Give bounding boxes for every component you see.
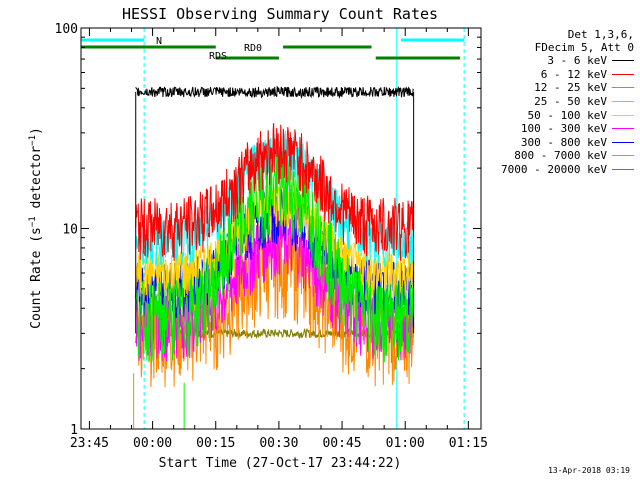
- y-tick-label-0: 100: [55, 22, 78, 37]
- chart-title: HESSI Observing Summary Count Rates: [122, 5, 438, 23]
- annotation-rd0: RD0: [244, 43, 262, 54]
- x-tick-label-3: 00:30: [259, 436, 298, 451]
- annotation-n: N: [156, 36, 162, 47]
- series-4: [135, 177, 415, 304]
- y-tick-label-1: 10: [62, 223, 78, 238]
- legend-label: 50 - 100 keV: [527, 108, 607, 122]
- x-tick-label-1: 00:00: [133, 436, 172, 451]
- legend-item: 7000 - 20000 keV: [484, 163, 634, 177]
- x-axis: 23:45 00:00 00:15 00:30 00:45 01:00 01:15: [70, 28, 488, 451]
- legend-label: 3 - 6 keV: [547, 54, 607, 68]
- legend-label: 800 - 7000 keV: [514, 149, 607, 163]
- legend-item: 800 - 7000 keV: [484, 149, 634, 163]
- legend-swatch: [612, 73, 634, 75]
- x-axis-label: Start Time (27-Oct-17 23:44:22): [159, 456, 402, 471]
- y-axis-label-sup1: −1: [28, 216, 38, 227]
- plot-area: [80, 28, 465, 429]
- legend-swatch: [612, 60, 634, 62]
- legend-label: 12 - 25 keV: [534, 81, 607, 95]
- legend-item: 100 - 300 keV: [484, 122, 634, 136]
- legend-swatch: [612, 141, 634, 143]
- legend-swatch: [612, 114, 634, 116]
- y-tick-label-2: 1: [70, 423, 78, 438]
- series-1: [135, 122, 415, 261]
- legend-label: 25 - 50 keV: [534, 95, 607, 109]
- annotation-rds: RDS: [209, 51, 227, 62]
- legend-label: 6 - 12 keV: [540, 67, 607, 81]
- legend-swatch: [612, 128, 634, 130]
- y-axis: 100 10 1: [55, 22, 481, 438]
- legend-label: 7000 - 20000 keV: [501, 163, 607, 177]
- series-line-0: [135, 85, 414, 100]
- legend-label: 300 - 800 keV: [520, 135, 607, 149]
- y-axis-label: Count Rate (s−1 detector−1): [28, 127, 44, 329]
- series-line-5: [135, 210, 415, 362]
- x-tick-label-4: 00:45: [322, 436, 361, 451]
- legend-swatch: [612, 87, 634, 89]
- legend-header-2: FDecim 5, Att 0: [534, 41, 634, 54]
- y-axis-label-sup2: −1: [28, 135, 38, 146]
- legend-item: 12 - 25 keV: [484, 81, 634, 95]
- legend: Det 1,3,6, FDecim 5, Att 0 3 - 6 keV 6 - …: [484, 28, 634, 176]
- legend-swatch: [612, 169, 634, 171]
- legend-item: 300 - 800 keV: [484, 136, 634, 150]
- series-0: [135, 85, 414, 100]
- legend-header-1: Det 1,3,6,: [567, 28, 634, 41]
- legend-swatch: [612, 155, 634, 157]
- x-tick-label-0: 23:45: [70, 436, 109, 451]
- legend-label: 100 - 300 keV: [520, 122, 607, 136]
- legend-item: 3 - 6 keV: [484, 54, 634, 68]
- x-tick-label-5: 01:00: [386, 436, 425, 451]
- series-line-1: [135, 122, 415, 261]
- legend-rows: 3 - 6 keV 6 - 12 keV 12 - 25 keV 25 - 50 ke…: [484, 54, 634, 176]
- y-axis-label-main: Count Rate (s: [29, 227, 44, 329]
- x-tick-label-6: 01:15: [449, 436, 488, 451]
- legend-item: 25 - 50 keV: [484, 95, 634, 109]
- series-line-4: [135, 177, 415, 304]
- timestamp: 13-Apr-2018 03:19: [548, 466, 630, 475]
- legend-swatch: [612, 101, 634, 103]
- y-axis-label-end: ): [29, 127, 44, 135]
- legend-item: 6 - 12 keV: [484, 68, 634, 82]
- x-tick-label-2: 00:15: [196, 436, 235, 451]
- y-axis-label-mid: detector: [29, 146, 44, 217]
- series-5: [135, 210, 415, 362]
- legend-item: 50 - 100 keV: [484, 108, 634, 122]
